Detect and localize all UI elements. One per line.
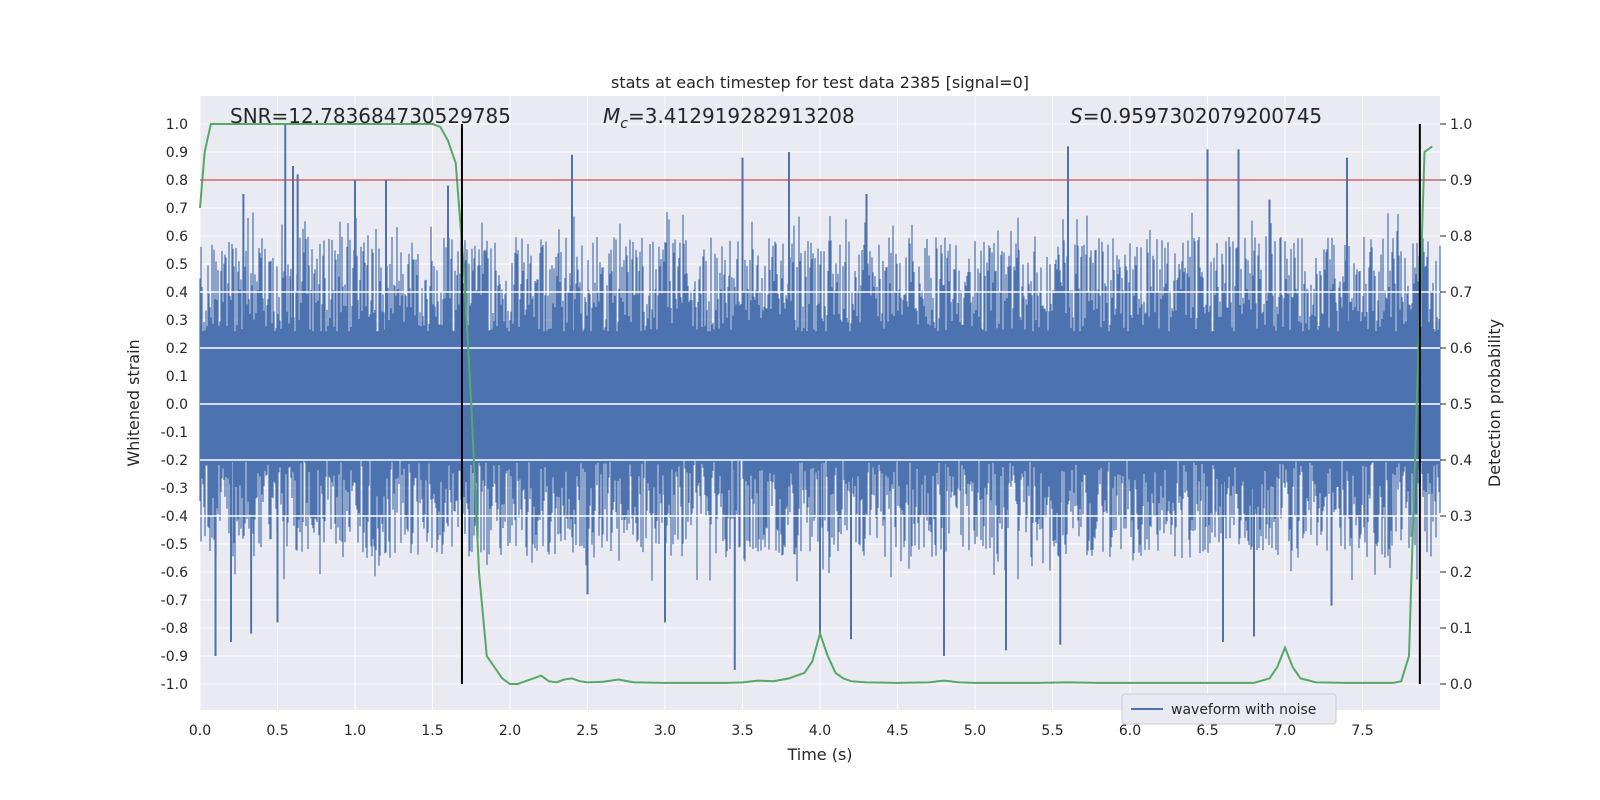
s-value: =0.9597302079200745 [1083, 104, 1322, 128]
y2-tick-label: 0.5 [1450, 397, 1472, 413]
mc-subscript: c [620, 116, 628, 132]
probability-series [199, 123, 1433, 685]
y2-tick-label: 0.0 [1450, 677, 1472, 693]
y-tick-label: -0.4 [161, 509, 188, 525]
x-tick-label: 4.0 [809, 723, 831, 739]
waveform-grid-overlay [200, 291, 1440, 517]
x-tick-label: 5.0 [964, 723, 986, 739]
legend: waveform with noise [1121, 693, 1337, 725]
y2-tick-label: 1.0 [1450, 117, 1472, 133]
x-tick-label: 7.5 [1351, 723, 1373, 739]
s-annotation: S=0.9597302079200745 [1070, 104, 1322, 128]
x-tick-label: 2.5 [576, 723, 598, 739]
y2-tick-label: 0.8 [1450, 229, 1472, 245]
mc-value: =3.412919282913208 [628, 104, 855, 128]
y-tick-label: 0.8 [166, 173, 188, 189]
x-tick-label: 2.0 [499, 723, 521, 739]
y2-tick-label: 0.9 [1450, 173, 1472, 189]
waveform-series [199, 124, 1441, 670]
y-tick-label: 0.3 [166, 313, 188, 329]
snr-annotation: SNR=12.783684730529785 [230, 104, 511, 128]
y2-tick-label: 0.1 [1450, 621, 1472, 637]
y-tick-label: -0.6 [161, 565, 188, 581]
x-tick-label: 6.5 [1196, 723, 1218, 739]
x-tick-label: 4.5 [886, 723, 908, 739]
y-tick-label: -0.8 [161, 621, 188, 637]
y-tick-label: 0.4 [166, 285, 188, 301]
x-tick-label: 0.5 [266, 723, 288, 739]
x-tick-label: 3.0 [654, 723, 676, 739]
y-tick-label: 0.1 [166, 369, 188, 385]
legend-box [1121, 693, 1337, 725]
x-tick-label: 1.5 [421, 723, 443, 739]
y2-tick-label: 0.3 [1450, 509, 1472, 525]
y-tick-label: -0.5 [161, 537, 188, 553]
y-tick-label: 0.7 [166, 201, 188, 217]
y2-tick-label: 0.7 [1450, 285, 1472, 301]
x-tick-label: 1.0 [344, 723, 366, 739]
x-axis-label: Time (s) [786, 745, 852, 764]
legend-label: waveform with noise [1171, 702, 1316, 718]
y-tick-label: -0.3 [161, 481, 188, 497]
y-tick-label: -0.7 [161, 593, 188, 609]
x-tick-label: 6.0 [1119, 723, 1141, 739]
y-tick-label: -1.0 [161, 677, 188, 693]
y-tick-label: -0.2 [161, 453, 188, 469]
x-tick-label: 7.0 [1274, 723, 1296, 739]
y-tick-label: 0.6 [166, 229, 188, 245]
y2-tick-label: 0.2 [1450, 565, 1472, 581]
mc-annotation: Mc=3.412919282913208 [603, 104, 855, 132]
y-tick-label: 0.9 [166, 145, 188, 161]
y-tick-label: -0.9 [161, 649, 188, 665]
x-tick-label: 5.5 [1041, 723, 1063, 739]
y-axis-label: Whitened strain [124, 339, 143, 466]
y2-tick-label: 0.4 [1450, 453, 1472, 469]
tick-labels: 0.0 0.5 1.0 1.5 2.0 2.5 3.0 3.5 4.0 4.5 5.0 5.5 6.0 6… [161, 117, 1473, 739]
mc-symbol: M [603, 104, 620, 128]
y-tick-label: 0.2 [166, 341, 188, 357]
detection-probability-line [199, 123, 1433, 685]
y-tick-label: -0.1 [161, 425, 188, 441]
y2-tick-label: 0.6 [1450, 341, 1472, 357]
x-tick-label: 3.5 [731, 723, 753, 739]
y-tick-label: 0.0 [166, 397, 188, 413]
y-tick-label: 1.0 [166, 117, 188, 133]
chart-title: stats at each timestep for test data 238… [611, 73, 1029, 92]
x-tick-label: 0.0 [189, 723, 211, 739]
y2-axis-label: Detection probability [1485, 319, 1504, 487]
y-tick-label: 0.5 [166, 257, 188, 273]
s-symbol: S [1070, 104, 1083, 128]
reference-lines [200, 124, 1440, 684]
